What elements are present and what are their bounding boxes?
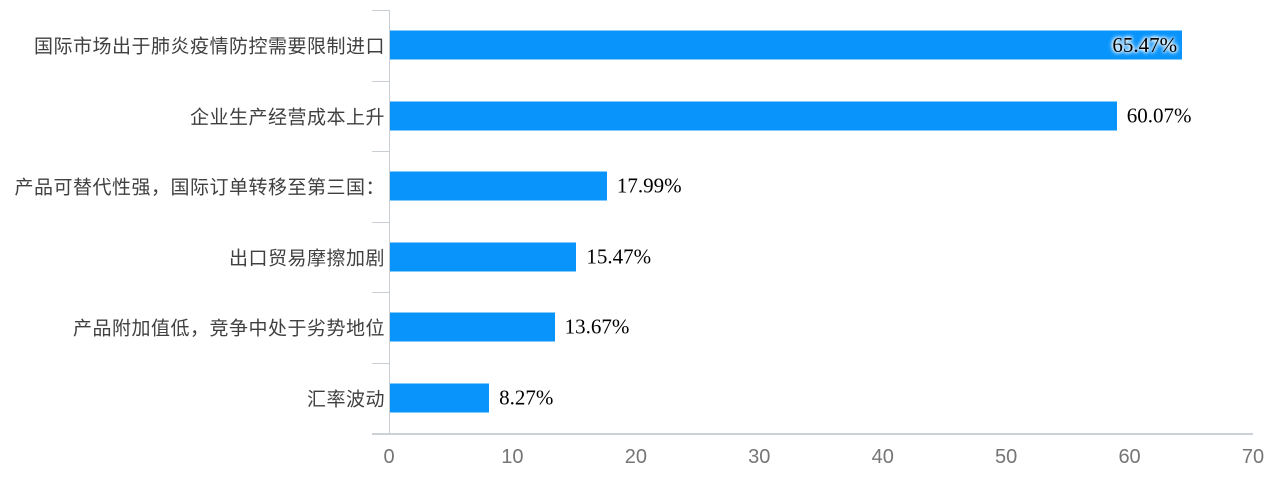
y-axis-line — [389, 10, 390, 433]
category-label: 汇率波动 — [306, 389, 385, 411]
bar-row: 出口贸易摩擦加剧 15.47% — [0, 222, 1253, 293]
value-label: 15.47% — [586, 244, 652, 269]
value-label: 65.47% — [1112, 32, 1178, 57]
bar — [389, 312, 555, 342]
category-label: 产品附加值低，竞争中处于劣势地位 — [72, 318, 385, 340]
y-axis-tick — [372, 151, 389, 152]
bar — [389, 101, 1117, 131]
category-label: 产品可替代性强，国际订单转移至第三国： — [14, 177, 385, 199]
x-axis-tick-label: 0 — [383, 446, 395, 468]
y-axis-tick — [372, 221, 389, 223]
bar-track: 65.47% — [389, 10, 1237, 81]
bar-track: 15.47% — [389, 222, 1237, 293]
category-label: 出口贸易摩擦加剧 — [228, 248, 385, 270]
bar-row: 产品可替代性强，国际订单转移至第三国： 17.99% — [0, 151, 1253, 222]
value-label: 8.27% — [499, 385, 554, 410]
x-axis-tick-label: 30 — [748, 446, 771, 468]
y-axis-tick — [372, 362, 389, 364]
y-axis-tick — [372, 10, 389, 11]
bar-track: 17.99% — [389, 151, 1237, 222]
value-label: 13.67% — [564, 314, 630, 339]
x-axis-tick-label: 20 — [624, 446, 647, 468]
y-axis-tick — [372, 292, 389, 293]
y-axis-tick — [372, 80, 389, 82]
bar-row: 产品附加值低，竞争中处于劣势地位 13.67% — [0, 292, 1253, 363]
category-label: 企业生产经营成本上升 — [189, 107, 385, 129]
bar: 65.47% — [389, 30, 1183, 60]
bar-row: 国际市场出于肺炎疫情防控需要限制进口 65.47% — [0, 10, 1253, 81]
bar-track: 8.27% — [389, 363, 1237, 434]
value-label: 17.99% — [616, 173, 682, 198]
x-axis-line — [372, 433, 1253, 435]
category-label: 国际市场出于肺炎疫情防控需要限制进口 — [33, 36, 385, 58]
value-label: 60.07% — [1126, 103, 1192, 128]
bar-row: 企业生产经营成本上升 60.07% — [0, 81, 1253, 152]
x-axis-tick-label: 70 — [1241, 446, 1265, 468]
bar — [389, 383, 490, 413]
bar-track: 13.67% — [389, 292, 1237, 363]
bar — [389, 171, 607, 201]
x-axis-tick-label: 60 — [1118, 446, 1141, 468]
bar-track: 60.07% — [389, 81, 1237, 152]
x-axis-tick-label: 40 — [871, 446, 894, 468]
bar-row: 汇率波动 8.27% — [0, 363, 1253, 434]
bar-rows: 国际市场出于肺炎疫情防控需要限制进口 65.47% 企业生产经营成本上升 60.07%… — [0, 10, 1253, 433]
x-axis-tick-label: 10 — [501, 446, 524, 468]
x-axis-tick-label: 50 — [995, 446, 1018, 468]
bar — [389, 242, 577, 272]
